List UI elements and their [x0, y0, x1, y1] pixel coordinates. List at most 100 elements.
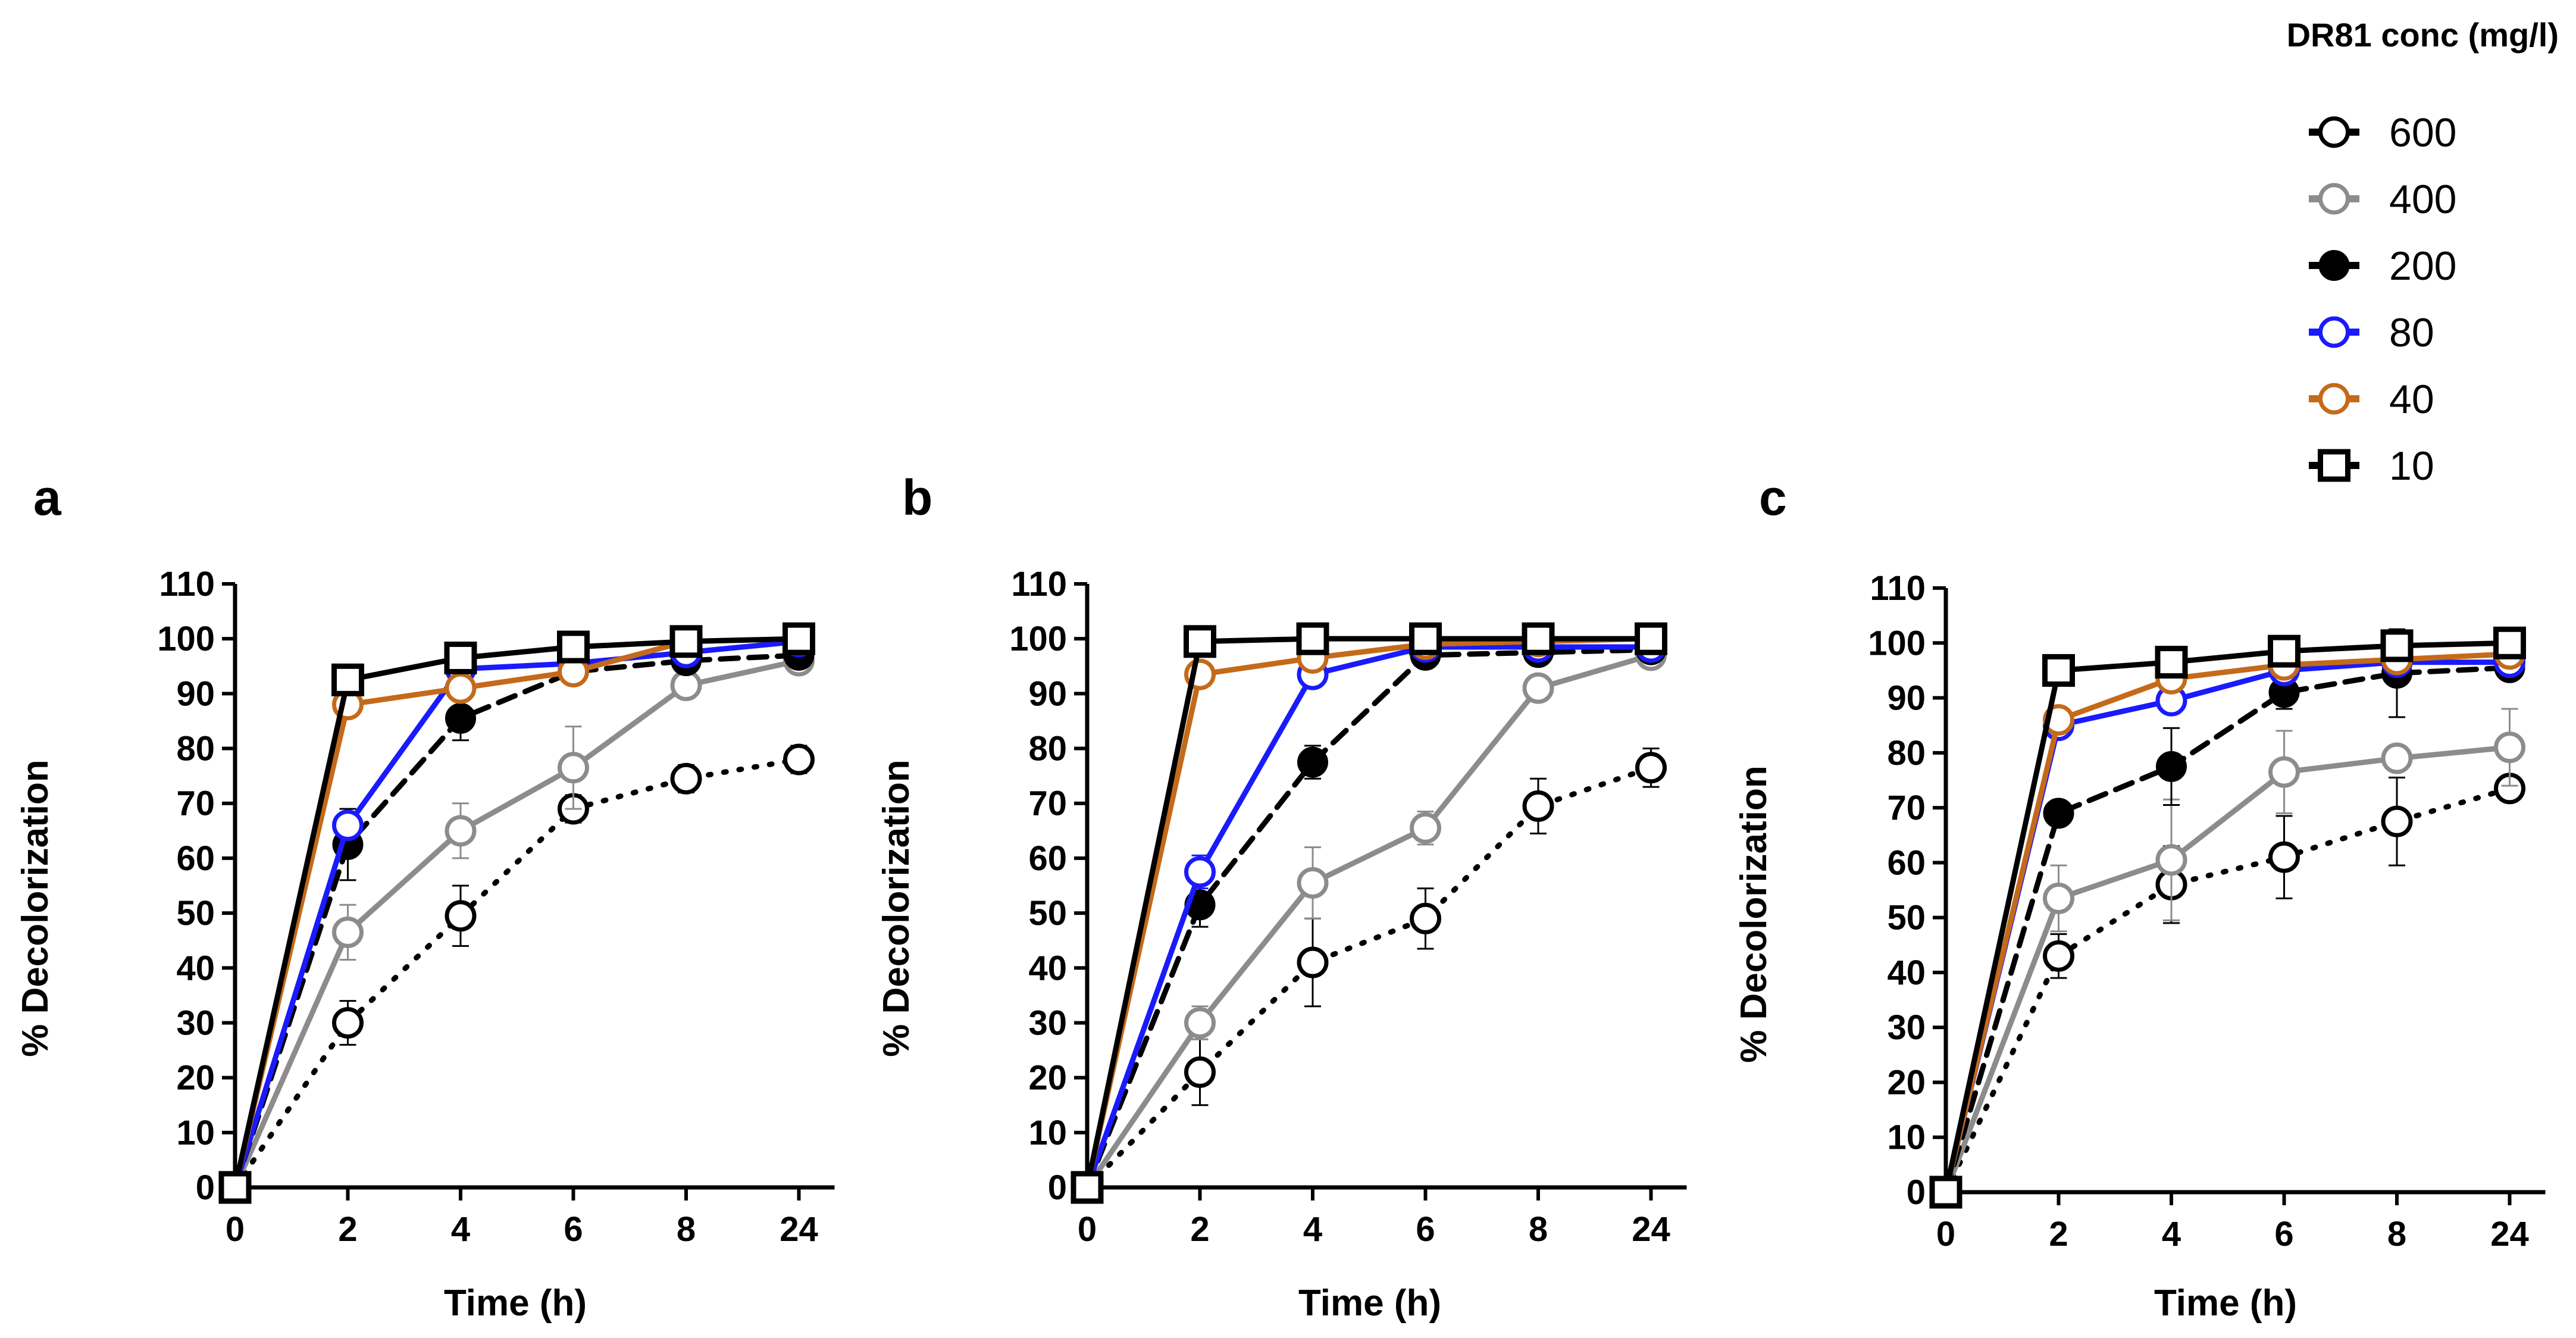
y-axis-title-a: % Decolorization: [15, 759, 56, 1057]
x-tick-label: 24: [2490, 1215, 2529, 1253]
series-line: [232, 756, 802, 1190]
data-point: [445, 702, 476, 734]
data-point: [669, 625, 703, 658]
y-tick-label: 10: [1887, 1118, 1926, 1157]
series-line: [1943, 745, 2512, 1195]
y-tick-label: 0: [1907, 1173, 1926, 1212]
x-tick-label: 4: [451, 1210, 470, 1249]
data-point: [1929, 1176, 1962, 1209]
y-tick-label: 90: [176, 674, 215, 713]
y-tick-label: 0: [1048, 1168, 1067, 1207]
y-tick-label: 50: [176, 894, 215, 933]
series-400: [1071, 639, 1667, 1204]
series-line: [1084, 652, 1654, 1190]
x-tick-label: 0: [226, 1210, 245, 1249]
y-tick-label: 70: [1028, 784, 1067, 823]
data-point: [2155, 646, 2188, 679]
series-line: [232, 639, 802, 1190]
panel-c: c % Decolorization Time (h) 010203040506…: [1733, 470, 2546, 1324]
legend-label: 80: [2389, 310, 2434, 355]
data-point: [782, 622, 815, 655]
x-tick-label: 2: [2049, 1215, 2068, 1253]
data-point: [557, 630, 590, 664]
data-point: [2155, 844, 2187, 876]
x-tick-label: 6: [564, 1210, 583, 1249]
y-tick-label: 60: [176, 839, 215, 878]
series-line: [1084, 644, 1654, 1190]
panel-a: a % Decolorization Time (h) 010203040506…: [15, 470, 835, 1324]
legend-item-40: 40: [2309, 377, 2434, 422]
series-400: [1929, 708, 2525, 1209]
x-axis-title-c: Time (h): [2154, 1283, 2297, 1324]
data-point: [1410, 812, 1441, 844]
series-line: [1084, 765, 1654, 1190]
legend-label: 200: [2389, 243, 2456, 289]
data-point: [1297, 746, 1328, 778]
series-40: [1929, 638, 2525, 1209]
x-tick-label: 8: [1529, 1210, 1548, 1249]
data-point: [1297, 946, 1329, 979]
data-point: [2493, 626, 2526, 659]
data-point: [2494, 731, 2525, 764]
data-point: [1522, 672, 1554, 704]
data-point: [558, 752, 589, 784]
y-tick-label: 10: [1028, 1114, 1067, 1152]
legend-item-600: 600: [2309, 110, 2456, 155]
y-tick-label: 40: [1028, 949, 1067, 987]
series-line: [232, 636, 802, 1190]
data-point: [1297, 867, 1329, 899]
data-point: [332, 916, 364, 948]
x-tick-label: 6: [1416, 1210, 1435, 1249]
y-tick-label: 110: [1870, 569, 1926, 608]
y-axis-title-b: % Decolorization: [876, 759, 917, 1057]
data-point: [1635, 752, 1667, 784]
data-point: [2268, 841, 2300, 873]
data-point: [444, 641, 477, 674]
legend-item-80: 80: [2309, 310, 2434, 355]
y-tick-label: 80: [1028, 730, 1067, 768]
series-600: [218, 743, 815, 1204]
data-point: [1522, 790, 1554, 822]
x-tick-label: 6: [2274, 1215, 2293, 1253]
y-tick-label: 80: [1887, 734, 1926, 773]
data-point: [218, 1171, 252, 1204]
y-tick-label: 100: [1868, 624, 1926, 662]
data-point: [1184, 856, 1216, 888]
series-200: [218, 639, 815, 1204]
x-tick-label: 0: [1936, 1215, 1955, 1253]
x-axis-title-b: Time (h): [1298, 1283, 1441, 1324]
data-point: [2381, 805, 2413, 837]
series-80: [218, 626, 815, 1204]
data-point: [445, 672, 477, 704]
x-tick-label: 4: [2162, 1215, 2181, 1253]
legend-marker: [2318, 250, 2350, 281]
series-line: [1943, 640, 2512, 1195]
x-tick-label: 8: [677, 1210, 696, 1249]
y-tick-label: 20: [1028, 1059, 1067, 1098]
data-point: [1184, 1006, 1216, 1039]
y-tick-label: 70: [1887, 789, 1926, 827]
data-point: [1184, 1056, 1216, 1088]
y-tick-label: 10: [176, 1114, 215, 1152]
y-tick-label: 60: [1028, 839, 1067, 878]
series-80: [1071, 631, 1667, 1204]
data-point: [1184, 625, 1216, 658]
y-tick-label: 30: [176, 1004, 215, 1042]
legend-label: 600: [2389, 110, 2456, 155]
legend-label: 400: [2389, 177, 2456, 222]
series-line: [1943, 659, 2512, 1195]
y-tick-label: 30: [1028, 1004, 1067, 1042]
data-point: [1522, 622, 1555, 655]
series-line: [1084, 636, 1654, 1190]
y-tick-label: 20: [176, 1059, 215, 1098]
y-tick-label: 100: [1009, 620, 1067, 658]
series-200: [1929, 628, 2525, 1209]
legend-item-200: 200: [2309, 243, 2456, 289]
y-tick-label: 0: [196, 1168, 215, 1207]
data-point: [445, 815, 477, 847]
x-tick-label: 4: [1303, 1210, 1322, 1249]
